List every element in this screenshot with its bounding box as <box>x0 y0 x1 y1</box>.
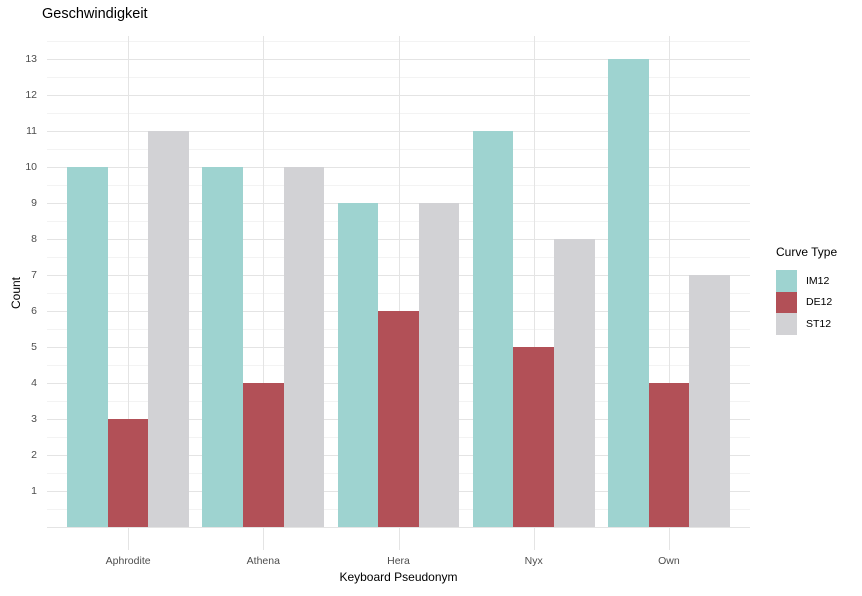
gridline-major-v <box>533 36 535 550</box>
y-tick-label: 2 <box>31 448 37 461</box>
bar-ST12-Nyx <box>553 239 595 527</box>
y-tick-label: 1 <box>31 484 37 497</box>
y-tick-label: 11 <box>26 125 37 138</box>
bar-ST12-Own <box>689 275 730 527</box>
x-tick-label: Own <box>658 555 680 567</box>
chart-title: Geschwindigkeit <box>42 6 148 22</box>
legend-label: IM12 <box>806 274 830 287</box>
x-tick-label: Athena <box>246 555 280 567</box>
x-tick-label: Nyx <box>524 555 543 567</box>
legend-title: Curve Type <box>776 245 838 259</box>
x-tick-label: Hera <box>387 555 410 567</box>
y-axis-tick-labels: 1 2 3 4 5 6 7 8 9 10 11 12 13 <box>0 36 40 550</box>
bar-IM12-Aphrodite <box>67 167 108 527</box>
bar-ST12-Athena <box>283 167 325 527</box>
bar-DE12-Athena <box>243 382 284 527</box>
y-tick-label: 12 <box>25 89 37 102</box>
bar-DE12-Nyx <box>513 346 554 527</box>
legend-label: ST12 <box>806 317 832 330</box>
y-tick-label: 3 <box>31 412 37 425</box>
y-tick-label: 9 <box>31 197 37 210</box>
gridline-major-v <box>398 36 400 550</box>
bar-IM12-Hera <box>337 203 379 527</box>
bar-IM12-Own <box>608 59 649 527</box>
legend: Curve Type IM12 DE12 ST12 <box>776 246 837 335</box>
y-tick-label: 10 <box>25 161 37 174</box>
y-tick-label: 7 <box>31 269 37 282</box>
plot-panel <box>47 36 750 550</box>
gridline-major-v <box>668 36 670 550</box>
y-tick-label: 6 <box>31 304 37 317</box>
bar-DE12-Own <box>648 382 690 527</box>
bar-DE12-Aphrodite <box>107 418 149 527</box>
legend-item-ST12: ST12 <box>776 313 837 335</box>
legend-items: IM12 DE12 ST12 <box>776 270 837 335</box>
legend-item-IM12: IM12 <box>776 270 837 292</box>
y-axis-title: Count <box>9 276 23 310</box>
bar-IM12-Nyx <box>472 131 514 527</box>
legend-label: DE12 <box>806 296 833 309</box>
bar-ST12-Hera <box>418 203 460 527</box>
legend-swatch-ST12 <box>776 313 797 335</box>
x-axis-tick-labels: Aphrodite Athena Hera Nyx Own <box>47 555 750 568</box>
y-tick-label: 4 <box>31 376 37 389</box>
legend-item-DE12: DE12 <box>776 291 837 313</box>
legend-swatch-DE12 <box>776 291 797 313</box>
bar-ST12-Aphrodite <box>148 131 189 527</box>
y-tick-label: 5 <box>31 340 37 353</box>
bar-IM12-Athena <box>202 167 244 527</box>
x-tick-label: Aphrodite <box>105 555 151 567</box>
gridline-major-v <box>128 36 130 550</box>
gridline-major-v <box>263 36 265 550</box>
y-tick-label: 8 <box>31 233 37 246</box>
bar-DE12-Hera <box>378 310 419 527</box>
legend-swatch-IM12 <box>776 270 797 292</box>
y-tick-label: 13 <box>25 53 37 66</box>
x-axis-title: Keyboard Pseudonym <box>339 570 458 584</box>
